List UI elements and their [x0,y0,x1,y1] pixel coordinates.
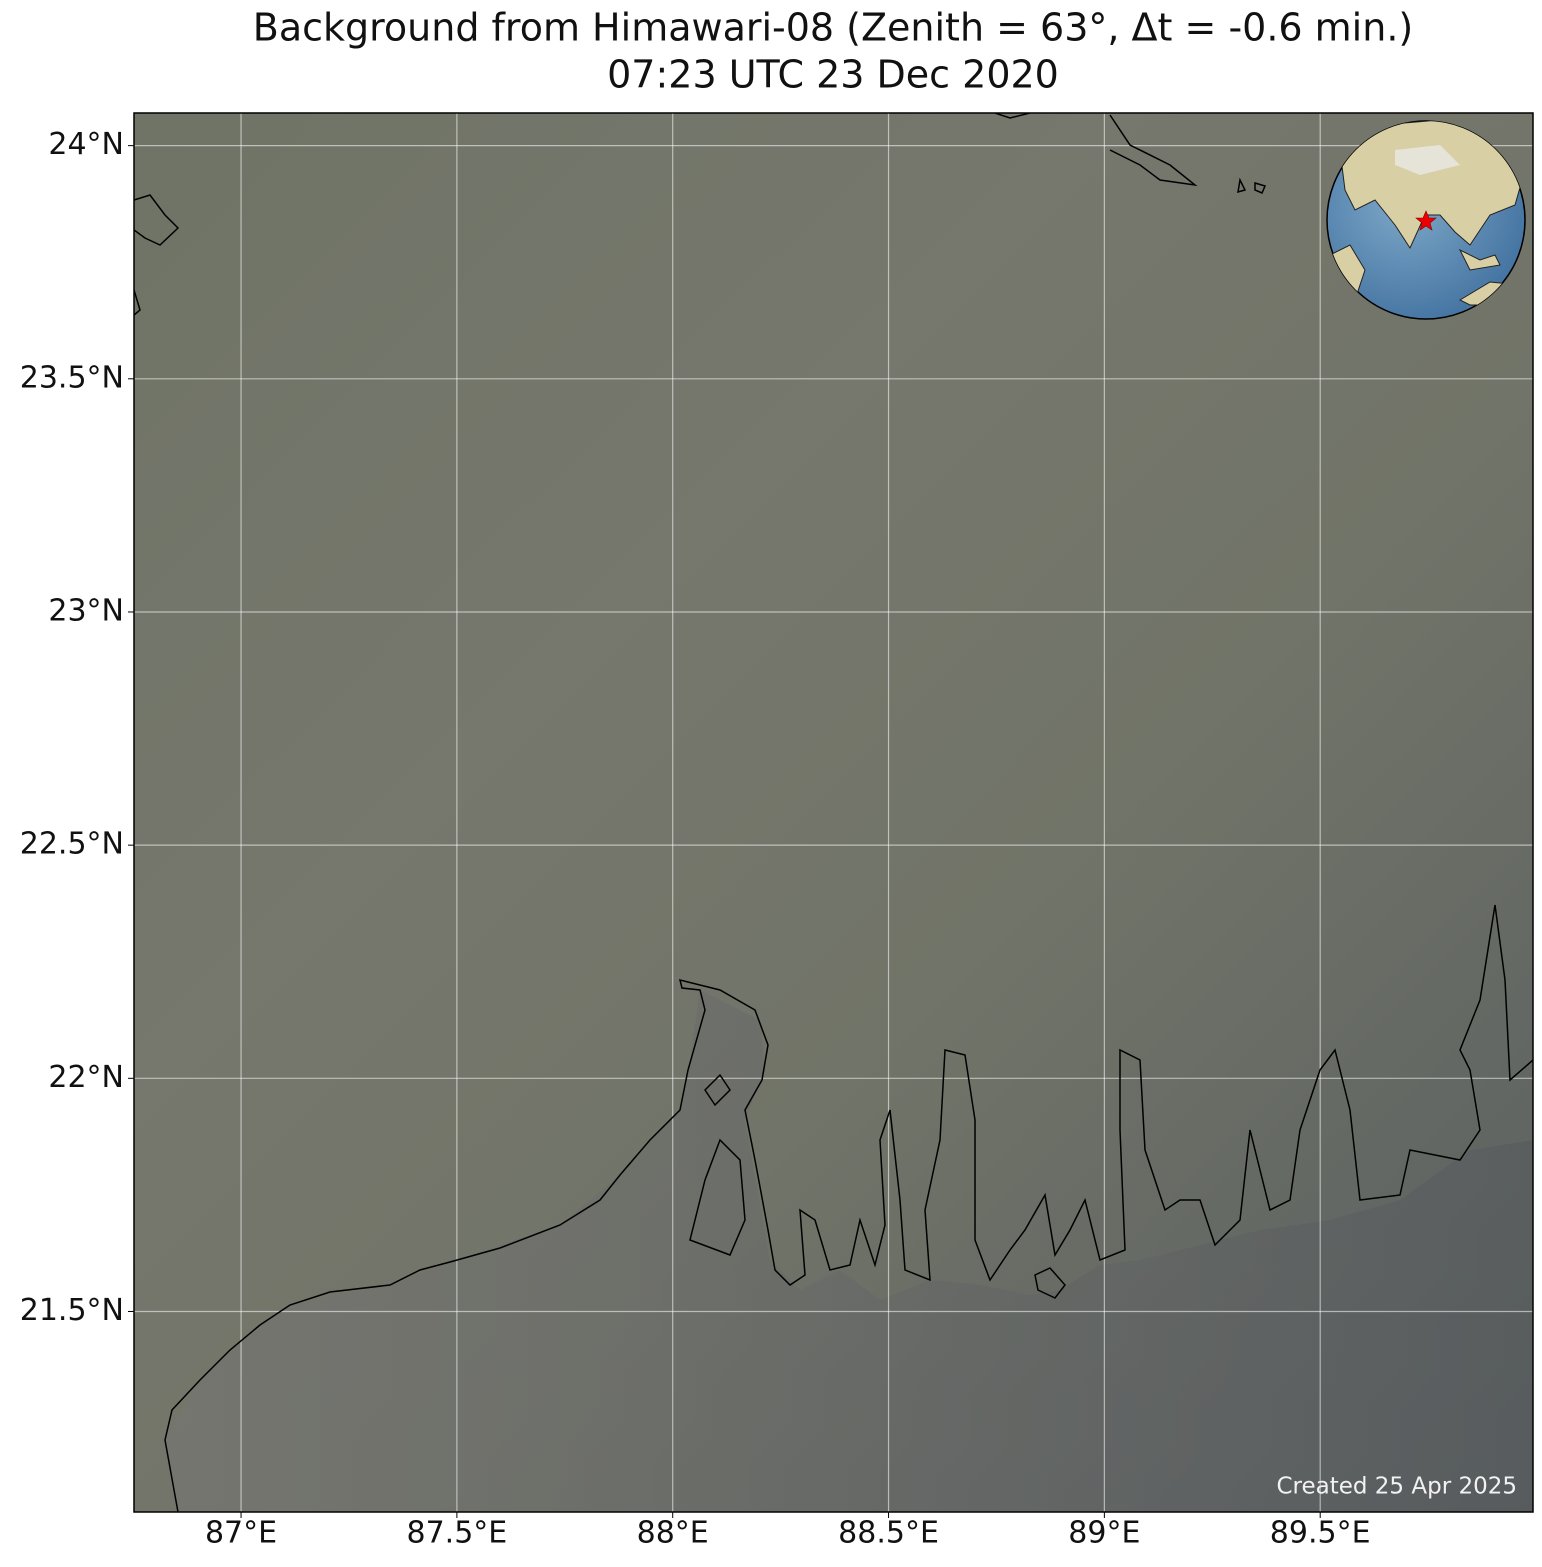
x-tick-label: 89.5°E [1270,1516,1371,1551]
x-tick-label: 89°E [1068,1516,1140,1551]
sea-tone [134,990,1533,1512]
map-area [134,113,1533,1512]
y-tick-label: 22.5°N [20,827,124,862]
credit: Created 25 Apr 2025 [1276,1474,1517,1500]
y-tick-label: 22°N [48,1060,124,1095]
map-frame [133,112,1534,1513]
x-tick-label: 87.5°E [406,1516,507,1551]
title-line: Background from Himawari-08 (Zenith = 63… [253,6,1413,50]
y-tick-label: 21.5°N [20,1293,124,1328]
y-tick-label: 23°N [48,593,124,628]
title-line: 07:23 UTC 23 Dec 2020 [607,53,1059,97]
x-tick-label: 87°E [205,1516,277,1551]
y-tick-label: 23.5°N [20,360,124,395]
x-tick-label: 88°E [637,1516,709,1551]
grid [134,113,1533,1512]
y-tick-label: 24°N [48,127,124,162]
inset-globe [1326,120,1526,320]
ticks: 87°E 87.5°E 88°E 88.5°E 89°E 89.5°E 21.5°N 22°N… [20,127,1371,1550]
x-tick-label: 88.5°E [838,1516,939,1551]
